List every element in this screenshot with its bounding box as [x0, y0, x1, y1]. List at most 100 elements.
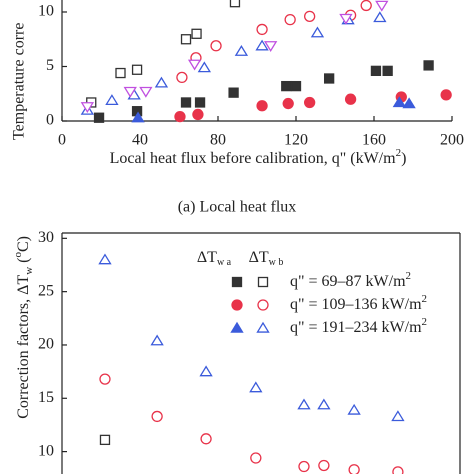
marker: [210, 40, 222, 52]
marker: [256, 100, 268, 112]
text-part: ): [401, 150, 406, 167]
marker: [200, 433, 212, 445]
marker: [139, 86, 153, 98]
marker: [80, 102, 95, 114]
x-tick-label: 0: [58, 132, 66, 149]
marker: [187, 59, 202, 71]
x-axis-label: Local heat flux before calibration, q" (…: [110, 147, 407, 167]
marker: [347, 403, 361, 415]
text-part: w: [23, 267, 35, 275]
y-axis-label: Correction factors, ΔTw (oC): [12, 236, 35, 419]
marker: [151, 410, 163, 423]
marker: [375, 0, 389, 12]
text-part: ΔT: [249, 249, 269, 266]
marker: [256, 23, 268, 36]
y-axis-label: Temperature corre: [11, 23, 28, 140]
text-part: w a: [217, 257, 232, 268]
y-tick-label: 10: [38, 3, 54, 20]
legend-label: q" = 109–136 kW/m2: [290, 293, 427, 313]
text-part: o: [12, 252, 24, 258]
text-part: w b: [269, 257, 284, 268]
text-part: ΔT: [197, 249, 217, 266]
marker: [123, 86, 137, 98]
y-tick-label: 15: [38, 389, 54, 406]
y-tick-label: 25: [38, 282, 54, 299]
marker: [344, 93, 357, 105]
caption: (a) Local heat flux: [178, 199, 297, 216]
x-tick-label: 40: [132, 132, 148, 149]
marker: [440, 89, 452, 101]
marker: [263, 41, 278, 52]
y-tick-label: 10: [38, 442, 54, 459]
marker: [180, 97, 192, 108]
marker: [423, 60, 434, 71]
marker: [281, 80, 292, 92]
marker: [391, 410, 405, 422]
marker: [199, 365, 213, 377]
text-part: 2: [406, 270, 412, 282]
marker: [131, 111, 145, 123]
legend-marker: [230, 321, 244, 333]
marker: [98, 253, 112, 265]
marker: [192, 108, 204, 121]
x-tick-label: 120: [284, 132, 308, 149]
marker: [99, 434, 111, 446]
marker: [99, 373, 111, 385]
legend-marker: [257, 299, 269, 311]
marker: [229, 0, 241, 8]
marker: [373, 11, 387, 23]
marker: [249, 381, 263, 393]
marker: [154, 76, 169, 88]
marker: [255, 39, 269, 51]
text-part: 2: [422, 316, 428, 328]
x-tick-label: 200: [440, 132, 464, 149]
marker: [382, 65, 393, 77]
legend-marker: [231, 276, 243, 288]
marker: [297, 398, 311, 410]
marker: [298, 460, 310, 473]
marker: [105, 94, 119, 105]
legend-marker: [257, 276, 269, 288]
text-part: q" = 69–87 kW/m: [290, 273, 406, 290]
marker: [303, 96, 316, 109]
marker: [318, 459, 330, 472]
marker: [150, 334, 164, 346]
marker: [370, 65, 382, 77]
marker: [250, 452, 262, 464]
marker: [194, 97, 206, 108]
y-tick-label: 5: [46, 57, 54, 74]
legend-label: q" = 69–87 kW/m2: [290, 270, 411, 290]
marker: [284, 13, 296, 26]
marker: [392, 466, 404, 474]
marker: [131, 64, 143, 75]
legend-marker: [231, 299, 243, 311]
text-part: (: [15, 258, 32, 267]
marker: [348, 464, 360, 474]
marker: [392, 96, 407, 108]
legend-header: ΔTw a: [197, 249, 232, 269]
marker: [360, 0, 372, 12]
marker: [191, 28, 202, 39]
legend-header: ΔTw b: [249, 249, 284, 269]
marker: [174, 110, 186, 123]
text-part: Local heat flux before calibration, q" (…: [110, 150, 397, 167]
marker: [115, 67, 126, 79]
marker: [180, 34, 192, 45]
x-tick-label: 80: [210, 132, 226, 149]
legend-marker: [256, 321, 270, 333]
marker: [197, 61, 212, 73]
text-part: 2: [422, 293, 428, 305]
marker: [402, 97, 416, 109]
text-part: Correction factors, ΔT: [15, 275, 32, 419]
marker: [339, 13, 353, 25]
x-tick-label: 160: [362, 132, 386, 149]
text-part: q" = 191–234 kW/m: [290, 319, 422, 336]
marker: [310, 26, 325, 38]
text-part: 2: [396, 147, 402, 159]
marker: [290, 80, 302, 92]
marker: [176, 71, 188, 84]
y-tick-label: 0: [46, 112, 54, 129]
legend-label: q" = 191–234 kW/m2: [290, 316, 427, 336]
marker: [228, 87, 239, 98]
